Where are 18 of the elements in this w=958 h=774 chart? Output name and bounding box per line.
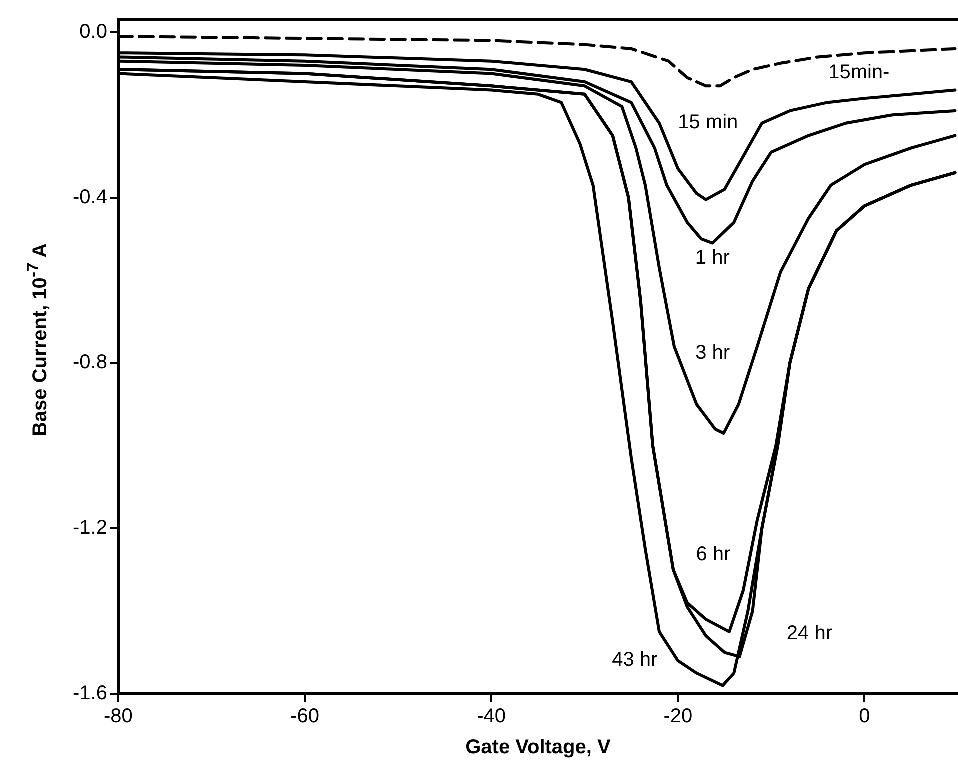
y-tick-label: -1.6 bbox=[72, 682, 108, 705]
series-label: 43 hr bbox=[612, 649, 658, 672]
y-tick-label: 0.0 bbox=[80, 20, 108, 43]
y-tick-label: -1.2 bbox=[72, 517, 108, 540]
x-tick-label: -20 bbox=[664, 706, 693, 728]
y-tick-label: -0.8 bbox=[72, 352, 108, 374]
x-axis-title: Gate Voltage, V bbox=[466, 736, 612, 759]
x-tick-label: -80 bbox=[104, 706, 133, 728]
series-label: 24 hr bbox=[786, 622, 833, 644]
series-label: 6 hr bbox=[696, 543, 732, 566]
x-tick-label: -40 bbox=[477, 706, 506, 728]
series-label: 15 min bbox=[678, 111, 738, 134]
x-tick-label: 0 bbox=[859, 706, 870, 728]
series-label: 3 hr bbox=[696, 342, 730, 364]
y-tick-label: -0.4 bbox=[72, 186, 108, 208]
series-label: 15min- bbox=[828, 62, 890, 84]
x-tick-label: -60 bbox=[290, 706, 320, 728]
series-label: 1 hr bbox=[695, 246, 730, 269]
